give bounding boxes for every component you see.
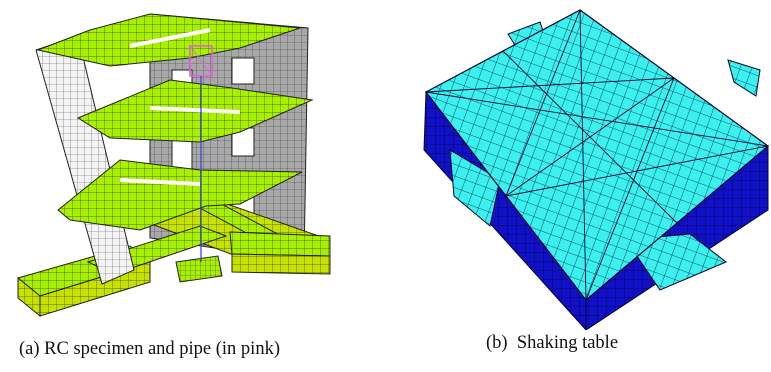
floor-slab: [57, 159, 303, 231]
shaking-table-panel: (b) Shaking table: [390, 0, 771, 372]
shaking-table-figure: [423, 9, 769, 330]
rc-specimen-figure: [16, 13, 331, 318]
table-flap: [449, 149, 501, 227]
pipe-base-pad: [175, 255, 223, 283]
table-flap: [625, 233, 727, 291]
slab-crack: [119, 178, 201, 186]
caption-b: (b) Shaking table: [486, 333, 619, 353]
slab-crack: [149, 106, 241, 114]
slab-crack: [129, 28, 211, 48]
foundation-beam: [231, 253, 331, 275]
pipe-pink-brace: [189, 45, 213, 77]
rc-specimen-panel: (a) RC specimen and pipe (in pink): [16, 13, 331, 359]
caption-a: (a) RC specimen and pipe (in pink): [19, 339, 280, 359]
wall-opening: [231, 57, 255, 85]
table-top-diagonals: [425, 9, 769, 301]
table-flap: [727, 59, 761, 97]
foundation-beam: [229, 231, 331, 257]
